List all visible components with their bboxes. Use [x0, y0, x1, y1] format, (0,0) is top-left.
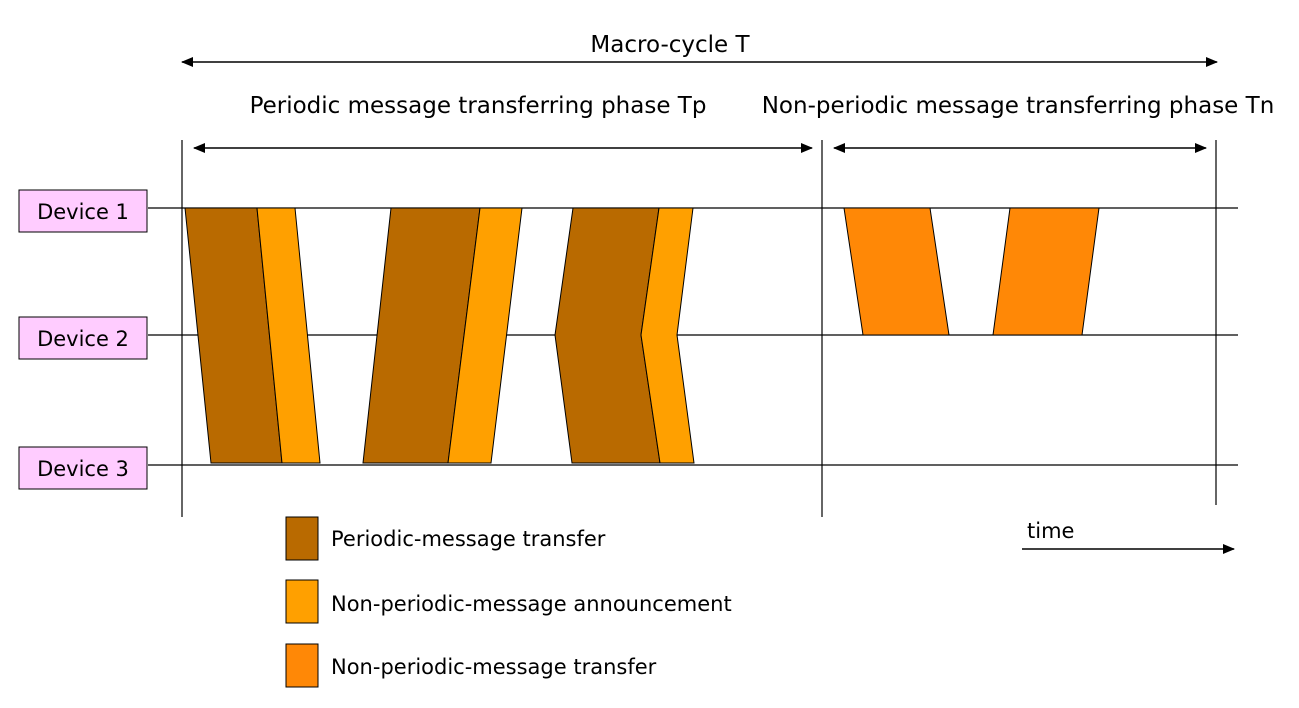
device-3-box: Device 3	[19, 447, 147, 489]
legend-swatch-nonperiodic-transfer	[286, 644, 318, 687]
periodic-phase-title: Periodic message transferring phase Tp	[250, 93, 707, 119]
device-1-label: Device 1	[37, 200, 129, 224]
nonperiodic-transfer-block	[993, 208, 1099, 335]
device-2-box: Device 2	[19, 317, 147, 359]
legend-item-nonperiodic-announcement: Non-periodic-message announcement	[286, 580, 732, 623]
legend-swatch-periodic-transfer	[286, 517, 318, 560]
device-1-box: Device 1	[19, 190, 147, 232]
legend-swatch-nonperiodic-announcement	[286, 580, 318, 623]
device-3-label: Device 3	[37, 457, 129, 481]
legend-label-nonperiodic-transfer: Non-periodic-message transfer	[331, 655, 657, 679]
legend: Periodic-message transfer Non-periodic-m…	[286, 517, 732, 687]
device-2-label: Device 2	[37, 327, 129, 351]
legend-item-nonperiodic-transfer: Non-periodic-message transfer	[286, 644, 657, 687]
legend-label-periodic-transfer: Periodic-message transfer	[331, 527, 606, 551]
time-label: time	[1027, 519, 1074, 543]
legend-item-periodic-transfer: Periodic-message transfer	[286, 517, 606, 560]
macro-cycle-title: Macro-cycle T	[590, 32, 750, 58]
nonperiodic-phase-title: Non-periodic message transferring phase …	[762, 93, 1275, 119]
nonperiodic-transfer-block	[844, 208, 949, 335]
legend-label-nonperiodic-announcement: Non-periodic-message announcement	[331, 592, 732, 616]
